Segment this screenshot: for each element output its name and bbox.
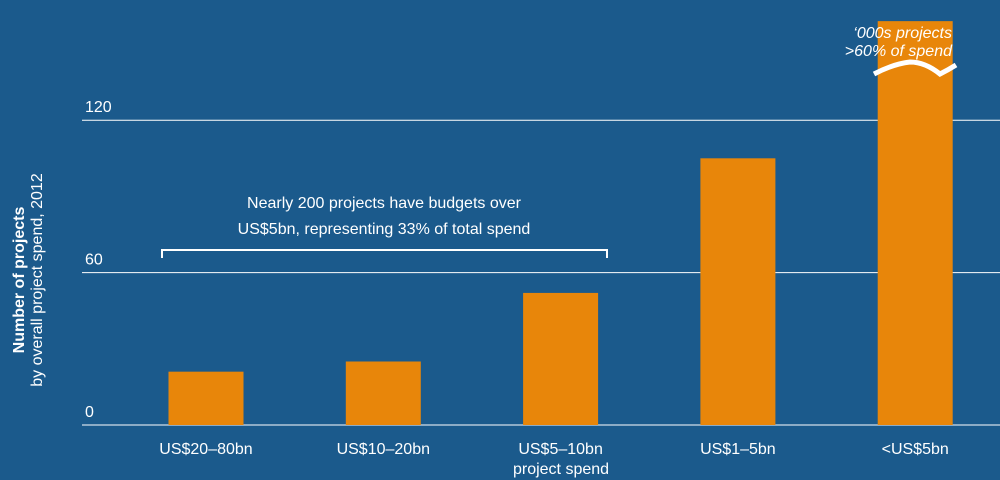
- break-note: ‘000s projects: [853, 25, 952, 42]
- y-tick-label: 120: [85, 99, 112, 116]
- annotation-line: US$5bn, representing 33% of total spend: [238, 221, 531, 238]
- y-axis-sublabel: by overall project spend, 2012: [29, 173, 46, 387]
- bracket: [161, 249, 608, 258]
- axis-break: [872, 59, 958, 77]
- annotation-line: Nearly 200 projects have budgets over: [247, 195, 522, 212]
- x-tick-label: US$5–10bn: [518, 441, 603, 458]
- x-tick-label: <US$5bn: [882, 441, 949, 458]
- plot: 0 60 120 US$20–80bn US$10–20bn US$5–10bn US$1–…: [82, 21, 1000, 458]
- bar: [523, 292, 599, 425]
- bar: [168, 371, 244, 425]
- bar: [345, 361, 421, 425]
- x-axis-label: project spend: [513, 461, 609, 478]
- y-tick-label: 0: [85, 404, 94, 421]
- x-tick-label: US$20–80bn: [159, 441, 252, 458]
- y-tick-label: 60: [85, 252, 103, 269]
- bar: [877, 21, 953, 425]
- y-axis-label: Number of projects: [11, 207, 28, 354]
- x-tick-label: US$1–5bn: [700, 441, 776, 458]
- y-axis-title: Number of projects by overall project sp…: [11, 173, 46, 387]
- bar: [700, 158, 776, 426]
- break-note: >60% of spend: [845, 43, 953, 60]
- x-tick-label: US$10–20bn: [337, 441, 430, 458]
